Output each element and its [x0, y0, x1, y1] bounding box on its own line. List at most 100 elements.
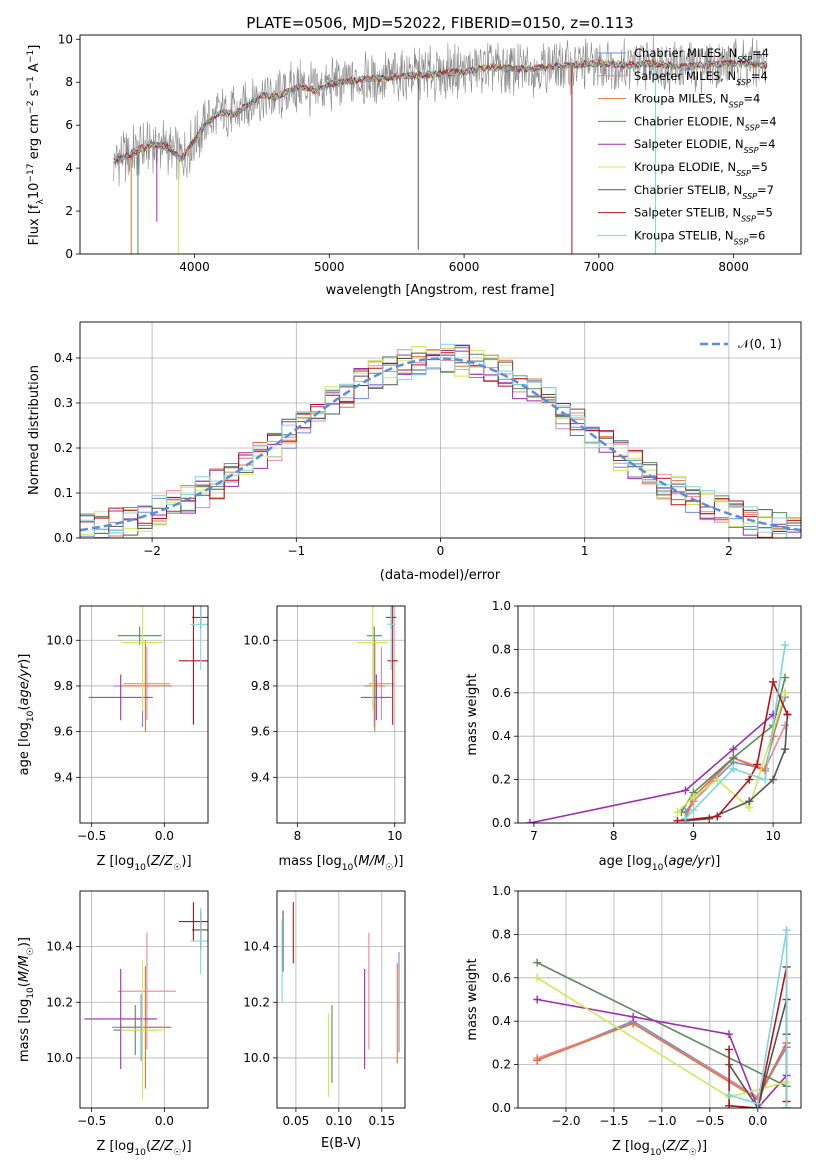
y-tick-label: 10.2: [243, 995, 270, 1009]
weight-marker: [769, 677, 778, 686]
x-tick-label: 5000: [314, 260, 345, 274]
weight-marker: [673, 808, 682, 817]
z-age-axes-plot: [80, 606, 208, 823]
residual-axes-plot: [80, 322, 801, 538]
weight-marker: [689, 792, 698, 801]
axes-frame: [79, 34, 802, 255]
model-spectrum: [113, 58, 768, 163]
weight-marker: [781, 641, 790, 650]
z-mass-axes-plot: [80, 891, 208, 1108]
x-tick-label: −2: [143, 544, 161, 558]
y-axis-label: age [log10(age/yr)]: [17, 654, 36, 776]
weight-marker: [673, 816, 682, 823]
model-spectrum: [113, 58, 768, 164]
x-axis-label: Z [log10(Z/Z☉)]: [96, 854, 191, 873]
x-tick-label: −2.0: [551, 1114, 580, 1128]
axes-frame: [79, 321, 802, 539]
figure-title: PLATE=0506, MJD=52022, FIBERID=0150, z=0…: [246, 14, 633, 32]
x-axis-label: age [log10(age/yr)]: [599, 854, 721, 873]
weight-marker: [681, 814, 690, 823]
y-tick-label: 0.8: [492, 927, 511, 941]
weight-marker: [533, 1056, 542, 1065]
y-tick-label: 0.6: [492, 686, 511, 700]
x-tick-label: −0.5: [695, 1114, 724, 1128]
z-mass-axes: −0.5 0.0 10.0 10.2 10.4 Z [log10(Z/Z☉)] mass […: [17, 890, 209, 1158]
weight-marker: [713, 812, 722, 821]
legend-entry: 𝒩(0, 1): [738, 337, 782, 351]
x-tick-label: −1.0: [647, 1114, 676, 1128]
legend-entry: Chabrier ELODIE, NSSP=4: [634, 114, 777, 131]
y-tick-label: 0.2: [54, 441, 73, 455]
y-axis-label: Flux [fλ10−17 erg cm−2 s−1 A−1]: [26, 45, 46, 246]
x-tick-label: −1: [287, 544, 305, 558]
y-tick-label: 1.0: [492, 884, 511, 898]
weight-marker: [783, 710, 792, 719]
y-tick-label: 0.2: [492, 773, 511, 787]
mass-age-axes: 8 10 9.4 9.6 9.8 10.0 mass [log10(M/M☉)]: [243, 605, 406, 873]
y-tick-label: 0.2: [492, 1058, 511, 1072]
axes-frame: [517, 890, 802, 1109]
legend-entry: Salpeter MILES, NSSP=4: [634, 69, 768, 87]
weight-marker: [753, 760, 762, 769]
axes-frame: [79, 890, 209, 1109]
ebv-mass-axes-plot: [277, 891, 405, 1108]
spectrum-axes: 4000 5000 6000 7000 8000 0 2 4 6 8 10 Chabrier MILE…: [26, 32, 802, 298]
x-tick-label: −0.5: [77, 829, 106, 843]
weight-marker: [681, 786, 690, 795]
x-tick-label: 0: [437, 544, 445, 558]
x-tick-label: −0.5: [77, 1114, 106, 1128]
x-tick-label: 0.0: [748, 1114, 767, 1128]
age-weight-axes: 7 8 9 10 0.0 0.2 0.4 0.6 0.8 1.0 age [log10(age/yr…: [465, 599, 802, 873]
weight-marker: [782, 1104, 791, 1108]
y-tick-label: 10: [58, 32, 73, 46]
legend-entry: Kroupa MILES, NSSP=4: [634, 92, 760, 110]
x-axis-label: wavelength [Angstrom, rest frame]: [326, 283, 555, 298]
weight-marker: [533, 973, 542, 982]
weight-marker: [525, 819, 534, 823]
weight-marker: [725, 1101, 734, 1108]
y-tick-label: 9.6: [251, 725, 270, 739]
model-spectrum: [113, 58, 768, 163]
z-weight-axes: −2.0 −1.5 −1.0 −0.5 0.0 0.0 0.2 0.4 0.6 0.8 1.0 Z […: [465, 884, 802, 1158]
x-tick-label: 8: [294, 829, 302, 843]
y-tick-label: 0: [65, 247, 73, 261]
axes-frame: [276, 605, 406, 824]
x-tick-label: 0.15: [368, 1114, 395, 1128]
x-axis-label: E(B-V): [321, 1136, 361, 1151]
y-tick-label: 0.4: [492, 729, 511, 743]
weight-marker: [761, 766, 770, 775]
residual-axes: −2 −1 0 1 2 0.0 0.1 0.2 0.3 0.4 𝒩(0, 1) (data-model…: [27, 321, 802, 583]
y-tick-label: 0.4: [54, 351, 73, 365]
y-tick-label: 10.4: [46, 940, 73, 954]
weight-marker: [713, 775, 722, 784]
y-tick-label: 0.0: [54, 531, 73, 545]
spectrum-axes-plot: [113, 35, 768, 254]
weight-line: [685, 714, 789, 822]
weight-marker: [729, 745, 738, 754]
weight-marker: [781, 745, 790, 754]
x-tick-label: 10: [765, 829, 780, 843]
y-tick-label: 8: [65, 75, 73, 89]
y-tick-label: 10.4: [243, 940, 270, 954]
x-axis-label: Z [log10(Z/Z☉)]: [96, 1139, 191, 1158]
x-tick-label: −1.5: [599, 1114, 628, 1128]
weight-line: [529, 713, 774, 823]
weight-marker: [782, 926, 791, 935]
x-tick-label: 8: [610, 829, 618, 843]
weight-marker: [725, 1090, 734, 1099]
weight-marker: [705, 814, 714, 823]
y-tick-label: 0.0: [492, 816, 511, 830]
y-tick-label: 9.8: [251, 679, 270, 693]
weight-marker: [729, 764, 738, 773]
y-tick-label: 10.2: [46, 995, 73, 1009]
y-axis-label: mass weight: [465, 673, 480, 755]
x-tick-label: 0.0: [155, 1114, 174, 1128]
y-tick-label: 0.4: [492, 1014, 511, 1028]
weight-marker: [769, 775, 778, 784]
legend-entry: Salpeter STELIB, NSSP=5: [634, 206, 773, 224]
y-tick-label: 10.0: [46, 1051, 73, 1065]
ebv-mass-axes: 0.05 0.10 0.15 10.0 10.2 10.4: [243, 890, 406, 1128]
axes-frame: [276, 890, 406, 1109]
y-tick-label: 0.6: [492, 971, 511, 985]
